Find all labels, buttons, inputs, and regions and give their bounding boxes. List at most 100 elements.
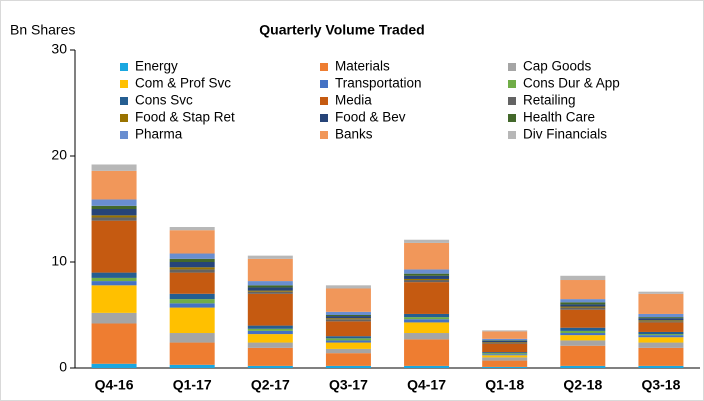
x-tick-label: Q3-18 <box>641 377 680 393</box>
x-tick-label: Q2-17 <box>251 377 290 393</box>
bar-segment <box>91 323 137 364</box>
bar-segment <box>404 239 450 243</box>
bar-segment <box>404 275 450 279</box>
bar-segment <box>404 333 450 340</box>
legend-swatch <box>120 80 128 88</box>
bar-segment <box>325 318 371 320</box>
bar-segment <box>325 319 371 322</box>
legend-label: Banks <box>335 127 373 142</box>
legend-swatch <box>508 80 516 88</box>
x-tick-label: Q4-16 <box>95 377 134 393</box>
legend-label: Div Financials <box>523 127 607 142</box>
bar-segment <box>247 334 293 343</box>
bar-segment <box>638 318 684 321</box>
y-tick-label: 30 <box>51 41 67 57</box>
bar-segment <box>325 336 371 339</box>
bar-segment <box>247 347 293 366</box>
bar-segment <box>638 331 684 335</box>
bar-segment <box>638 293 684 314</box>
bar-segment <box>247 285 293 288</box>
bar-segment <box>482 340 528 341</box>
legend-swatch <box>120 63 128 71</box>
bar-segment <box>325 285 371 289</box>
bar-segment <box>91 217 137 221</box>
bar-segment <box>325 338 371 341</box>
bar-segment <box>560 365 606 368</box>
bar-segment <box>482 343 528 353</box>
bar-segment <box>169 364 215 368</box>
bar-segment <box>482 330 528 332</box>
legend-label: Cons Dur & App <box>523 76 620 91</box>
bar-segment <box>560 309 606 328</box>
bar-segment <box>404 282 450 314</box>
bar-segment <box>482 338 528 341</box>
legend-label: Pharma <box>135 127 183 142</box>
bar-segment <box>91 205 137 209</box>
bar-segment <box>325 311 371 315</box>
bar-segment <box>169 303 215 308</box>
bar-segment <box>91 215 137 218</box>
chart-title: Quarterly Volume Traded <box>259 22 424 38</box>
x-tick-label: Q4-17 <box>407 377 446 393</box>
bar-segment <box>638 317 684 319</box>
bar-segment <box>169 272 215 294</box>
bar-segment <box>169 299 215 304</box>
legend-label: Retailing <box>523 93 576 108</box>
bar-segment <box>404 339 450 366</box>
bar-segment <box>325 353 371 366</box>
legend-label: Food & Stap Ret <box>135 110 235 125</box>
bar-segment <box>560 304 606 307</box>
bar-segment <box>91 220 137 273</box>
bar-segment <box>482 353 528 355</box>
bar-segment <box>482 357 528 361</box>
bar-segment <box>404 242 450 270</box>
bar-segment <box>169 227 215 231</box>
bar-segment <box>560 335 606 341</box>
bar-segment <box>247 290 293 292</box>
bar-segment <box>638 291 684 294</box>
bar-segment <box>247 330 293 335</box>
bar-segment <box>560 307 606 310</box>
bar-segment <box>638 347 684 366</box>
legend-swatch <box>508 63 516 71</box>
bar-segment <box>482 342 528 343</box>
bar-segment <box>404 313 450 318</box>
legend-swatch <box>508 97 516 105</box>
bar-segment <box>91 312 137 324</box>
bar-segment <box>91 199 137 206</box>
bar-segment <box>169 262 215 268</box>
legend-swatch <box>320 97 328 105</box>
bar-segment <box>325 348 371 354</box>
bar-segment <box>169 293 215 300</box>
bar-segment <box>247 287 293 291</box>
legend-swatch <box>120 114 128 122</box>
bar-segment <box>169 342 215 365</box>
bar-segment <box>247 325 293 329</box>
bar-segment <box>325 315 371 317</box>
bar-segment <box>91 277 137 282</box>
legend-swatch <box>508 131 516 139</box>
x-tick-label: Q1-17 <box>173 377 212 393</box>
bar-segment <box>482 352 528 354</box>
legend-swatch <box>320 63 328 71</box>
bar-segment <box>404 317 450 320</box>
bar-segment <box>325 365 371 368</box>
bar-segment <box>482 342 528 344</box>
legend-label: Transportation <box>335 76 422 91</box>
y-tick-label: 10 <box>51 253 67 269</box>
bar-segment <box>169 307 215 334</box>
bar-segment <box>247 365 293 368</box>
bar-segment <box>325 316 371 319</box>
bar-segment <box>404 269 450 274</box>
bar-segment <box>638 322 684 332</box>
bar-segment <box>169 267 215 270</box>
x-tick-label: Q1-18 <box>485 377 524 393</box>
bar-segment <box>638 365 684 368</box>
bar-segment <box>404 280 450 283</box>
legend-label: Cons Svc <box>135 93 193 108</box>
legend-label: Materials <box>335 59 390 74</box>
bar-segment <box>91 285 137 313</box>
legend-swatch <box>508 114 516 122</box>
y-tick-label: 20 <box>51 147 67 163</box>
legend-label: Health Care <box>523 110 595 125</box>
